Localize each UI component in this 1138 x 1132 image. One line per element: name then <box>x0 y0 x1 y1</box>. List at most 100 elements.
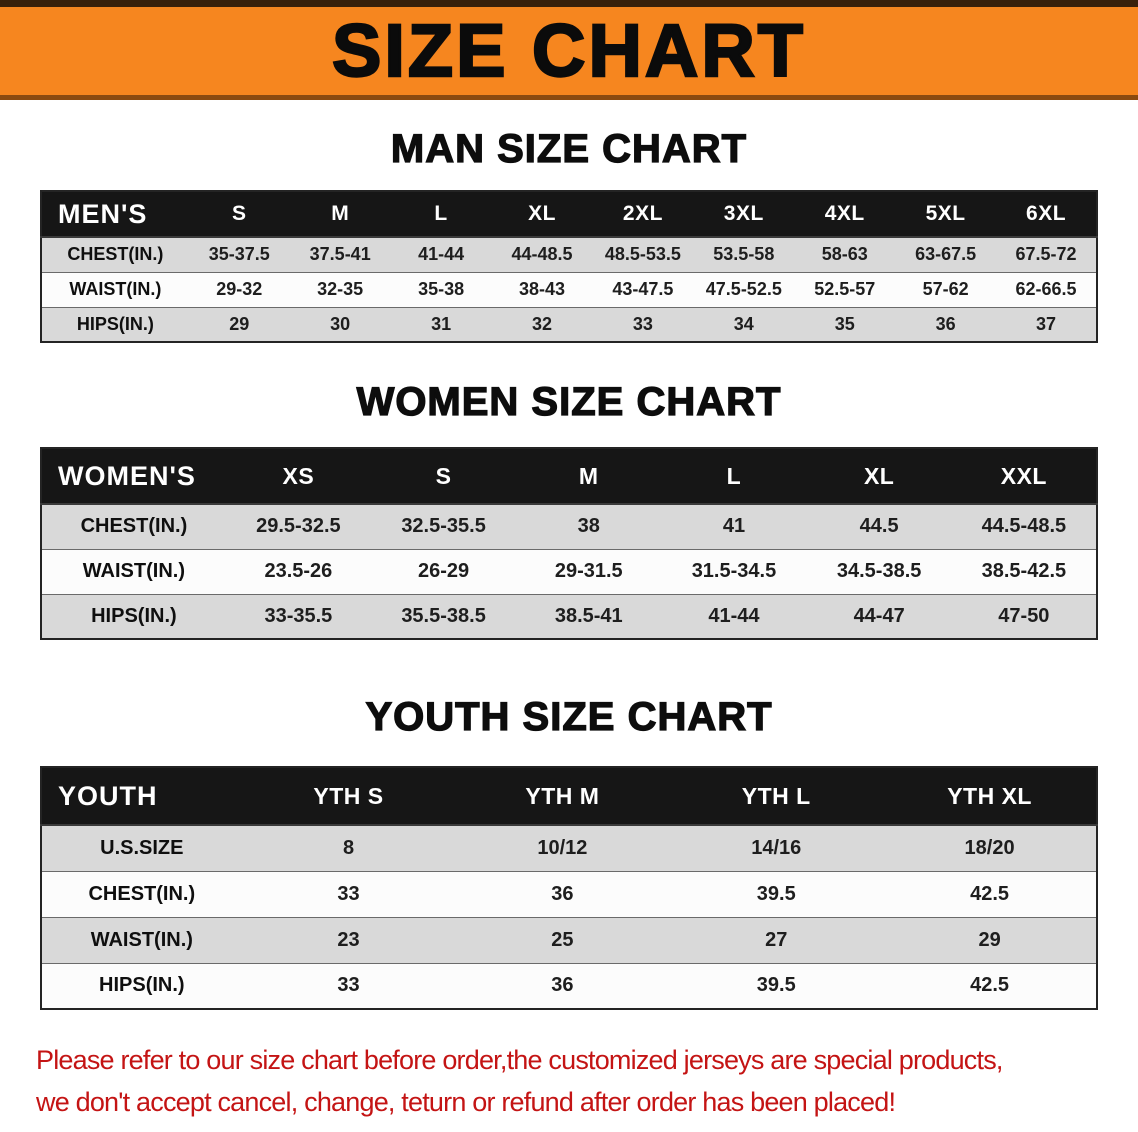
value-cell: 26-29 <box>370 548 517 594</box>
size-header-cell: YTH L <box>669 767 884 826</box>
value-cell: 62-66.5 <box>996 271 1097 307</box>
measure-label-cell: WAIST(IN.) <box>41 271 189 307</box>
size-header-cell: 4XL <box>794 191 896 238</box>
size-header-cell: 5XL <box>895 191 997 238</box>
table-row: HIPS(IN.) 33-35.5 35.5-38.5 38.5-41 41-44 44-… <box>41 593 1097 639</box>
page-title: SIZE CHART <box>331 9 806 92</box>
size-header-cell: XL <box>806 448 952 505</box>
value-cell: 34.5-38.5 <box>806 548 952 594</box>
size-header-cell: L <box>661 448 807 505</box>
value-cell: 35-38 <box>390 271 492 307</box>
measure-label-cell: HIPS(IN.) <box>41 306 189 342</box>
value-cell: 30 <box>289 306 391 342</box>
value-cell: 27 <box>669 916 884 963</box>
value-cell: 44.5 <box>806 503 952 549</box>
value-cell: 39.5 <box>669 870 884 917</box>
table-row: CHEST(IN.) 29.5-32.5 32.5-35.5 38 41 44.5 44.5… <box>41 503 1097 549</box>
size-header-cell: YTH XL <box>883 767 1097 826</box>
measure-label-cell: HIPS(IN.) <box>41 593 226 639</box>
footer-notice: Please refer to our size chart before or… <box>36 1040 1102 1124</box>
table-row: CHEST(IN.) 33 36 39.5 42.5 <box>41 870 1097 917</box>
value-cell: 10/12 <box>455 824 670 871</box>
value-cell: 47.5-52.5 <box>693 271 795 307</box>
value-cell: 48.5-53.5 <box>592 236 694 272</box>
header-row: WOMEN'S XS S M L XL XXL <box>41 448 1097 505</box>
value-cell: 29 <box>188 306 290 342</box>
value-cell: 42.5 <box>883 870 1097 917</box>
value-cell: 43-47.5 <box>592 271 694 307</box>
size-header-cell: XS <box>225 448 371 505</box>
men-section-heading: MAN SIZE CHART <box>390 126 748 171</box>
value-cell: 53.5-58 <box>693 236 795 272</box>
value-cell: 63-67.5 <box>895 236 997 272</box>
table-title-cell: WOMEN'S <box>41 448 226 505</box>
men-size-table: MEN'S S M L XL 2XL 3XL 4XL 5XL 6XL CHEST(IN.) 35-37… <box>40 190 1098 343</box>
value-cell: 41-44 <box>390 236 492 272</box>
value-cell: 58-63 <box>794 236 896 272</box>
table-row: CHEST(IN.) 35-37.5 37.5-41 41-44 44-48.5 48.5… <box>41 236 1097 272</box>
value-cell: 67.5-72 <box>996 236 1097 272</box>
size-header-cell: XL <box>491 191 593 238</box>
value-cell: 57-62 <box>895 271 997 307</box>
size-header-cell: S <box>188 191 290 238</box>
value-cell: 35-37.5 <box>188 236 290 272</box>
value-cell: 23.5-26 <box>225 548 371 594</box>
value-cell: 25 <box>455 916 670 963</box>
size-header-cell: YTH S <box>241 767 456 826</box>
men-section: MAN SIZE CHART MEN'S S M L XL 2XL 3XL 4XL 5XL 6XL… <box>0 126 1138 343</box>
table-row: WAIST(IN.) 23 25 27 29 <box>41 916 1097 963</box>
size-header-cell: L <box>390 191 492 238</box>
table-row: HIPS(IN.) 29 30 31 32 33 34 35 36 37 <box>41 306 1097 342</box>
youth-size-table: YOUTH YTH S YTH M YTH L YTH XL U.S.SIZE 8 10/12… <box>40 766 1098 1010</box>
value-cell: 44-48.5 <box>491 236 593 272</box>
value-cell: 18/20 <box>883 824 1097 871</box>
value-cell: 38.5-41 <box>516 593 662 639</box>
size-header-cell: 2XL <box>592 191 694 238</box>
size-header-cell: M <box>516 448 662 505</box>
banner: SIZE CHART <box>0 0 1138 100</box>
value-cell: 41 <box>661 503 807 549</box>
value-cell: 35 <box>794 306 896 342</box>
header-row: MEN'S S M L XL 2XL 3XL 4XL 5XL 6XL <box>41 191 1097 238</box>
measure-label-cell: WAIST(IN.) <box>41 916 242 963</box>
header-row: YOUTH YTH S YTH M YTH L YTH XL <box>41 767 1097 826</box>
value-cell: 42.5 <box>883 962 1097 1009</box>
notice-line-2: we don't accept cancel, change, teturn o… <box>36 1086 896 1117</box>
value-cell: 37.5-41 <box>289 236 391 272</box>
value-cell: 39.5 <box>669 962 884 1009</box>
value-cell: 29-31.5 <box>516 548 662 594</box>
size-header-cell: M <box>289 191 391 238</box>
value-cell: 47-50 <box>951 593 1097 639</box>
table-row: WAIST(IN.) 29-32 32-35 35-38 38-43 43-47.5 47.… <box>41 271 1097 307</box>
value-cell: 38 <box>516 503 662 549</box>
table-row: HIPS(IN.) 33 36 39.5 42.5 <box>41 962 1097 1009</box>
value-cell: 33 <box>241 870 456 917</box>
value-cell: 36 <box>455 870 670 917</box>
value-cell: 14/16 <box>669 824 884 871</box>
value-cell: 29-32 <box>188 271 290 307</box>
table-title-cell: MEN'S <box>41 191 189 238</box>
value-cell: 33 <box>592 306 694 342</box>
value-cell: 35.5-38.5 <box>370 593 517 639</box>
value-cell: 36 <box>895 306 997 342</box>
value-cell: 31.5-34.5 <box>661 548 807 594</box>
value-cell: 38-43 <box>491 271 593 307</box>
size-header-cell: XXL <box>951 448 1097 505</box>
value-cell: 23 <box>241 916 456 963</box>
size-header-cell: 3XL <box>693 191 795 238</box>
value-cell: 33 <box>241 962 456 1009</box>
size-header-cell: YTH M <box>455 767 670 826</box>
value-cell: 29 <box>883 916 1097 963</box>
value-cell: 52.5-57 <box>794 271 896 307</box>
measure-label-cell: HIPS(IN.) <box>41 962 242 1009</box>
youth-section-heading: YOUTH SIZE CHART <box>365 694 773 739</box>
value-cell: 32 <box>491 306 593 342</box>
women-size-table: WOMEN'S XS S M L XL XXL CHEST(IN.) 29.5-32.5 32.5… <box>40 447 1098 640</box>
table-row: U.S.SIZE 8 10/12 14/16 18/20 <box>41 824 1097 871</box>
value-cell: 29.5-32.5 <box>225 503 371 549</box>
measure-label-cell: CHEST(IN.) <box>41 236 189 272</box>
value-cell: 32-35 <box>289 271 391 307</box>
table-title-cell: YOUTH <box>41 767 242 826</box>
women-section: WOMEN SIZE CHART WOMEN'S XS S M L XL XXL CHEST(… <box>0 379 1138 640</box>
